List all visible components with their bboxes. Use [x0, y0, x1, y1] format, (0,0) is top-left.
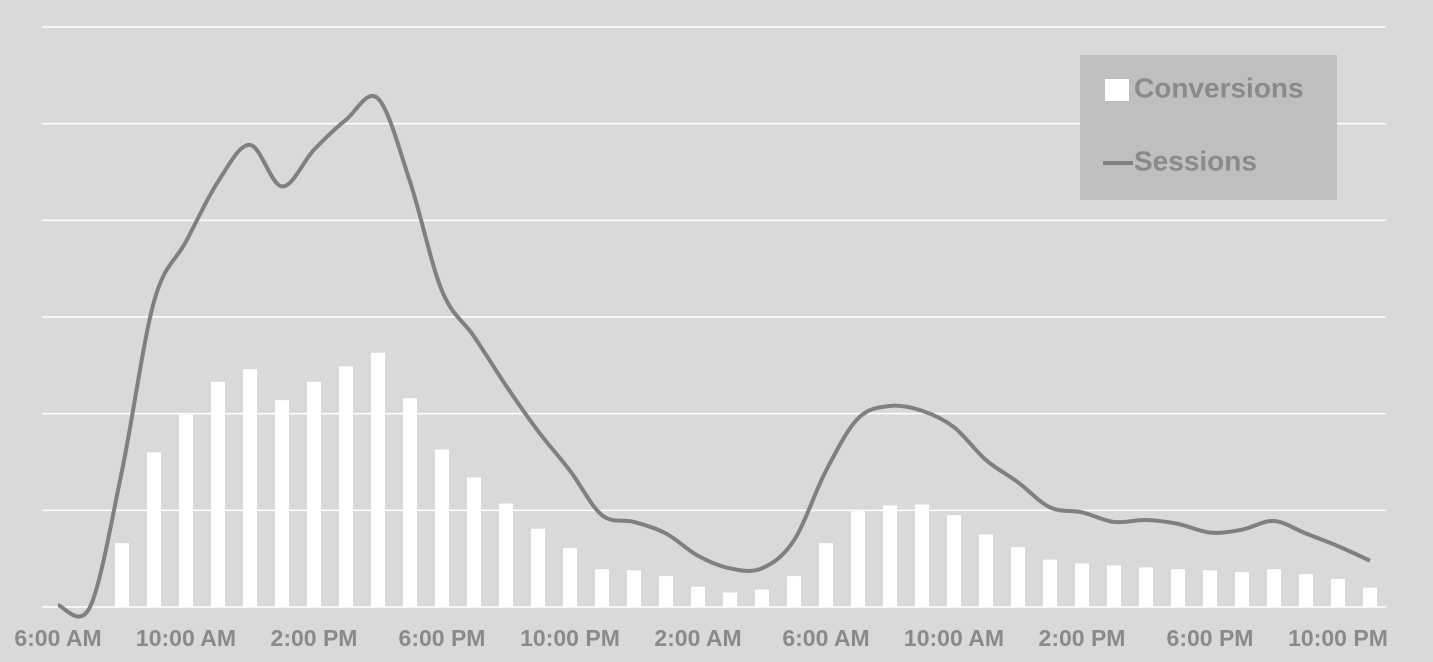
x-tick-label: 6:00 PM	[1167, 625, 1254, 651]
legend-label: Sessions	[1134, 145, 1257, 176]
bar	[1363, 587, 1377, 607]
x-tick-label: 2:00 AM	[654, 625, 741, 651]
bar	[723, 592, 737, 607]
x-tick-label: 6:00 PM	[399, 625, 486, 651]
bar	[435, 449, 449, 607]
bar	[1171, 569, 1185, 607]
bar	[147, 452, 161, 607]
bar	[691, 586, 705, 607]
x-tick-label: 6:00 AM	[14, 625, 101, 651]
bar	[947, 515, 961, 607]
bar	[339, 366, 353, 607]
x-tick-label: 10:00 PM	[520, 625, 620, 651]
bar	[1107, 565, 1121, 607]
bar	[1075, 563, 1089, 607]
bar	[467, 477, 481, 607]
x-tick-label: 10:00 PM	[1288, 625, 1388, 651]
bar	[179, 414, 193, 607]
bar	[1011, 547, 1025, 607]
bar	[979, 534, 993, 607]
bar	[787, 576, 801, 607]
bar	[371, 352, 385, 607]
bar	[531, 528, 545, 607]
x-tick-label: 10:00 AM	[136, 625, 236, 651]
bar	[211, 381, 225, 607]
legend: Conversions Sessions	[1080, 55, 1337, 200]
x-tick-label: 10:00 AM	[904, 625, 1004, 651]
bar	[659, 576, 673, 607]
bar	[1299, 574, 1313, 607]
bar	[1235, 572, 1249, 607]
bar	[883, 505, 897, 607]
bar	[1043, 559, 1057, 607]
bar	[1139, 567, 1153, 607]
bar	[1331, 578, 1345, 607]
x-tick-label: 2:00 PM	[271, 625, 358, 651]
bar	[115, 543, 129, 607]
bar	[627, 570, 641, 607]
bar	[1203, 570, 1217, 607]
bar	[499, 503, 513, 607]
bar	[1267, 569, 1281, 607]
bar	[819, 543, 833, 607]
bar	[403, 398, 417, 607]
bar	[755, 589, 769, 607]
bar	[595, 569, 609, 607]
x-tick-label: 6:00 AM	[782, 625, 869, 651]
legend-swatch	[1105, 79, 1129, 101]
bar	[915, 504, 929, 607]
x-tick-label: 2:00 PM	[1039, 625, 1126, 651]
line	[57, 94, 1371, 619]
legend-label: Conversions	[1134, 72, 1304, 103]
bar	[563, 548, 577, 607]
bar	[275, 400, 289, 607]
bar	[307, 381, 321, 607]
bar	[851, 511, 865, 607]
bar	[243, 369, 257, 607]
